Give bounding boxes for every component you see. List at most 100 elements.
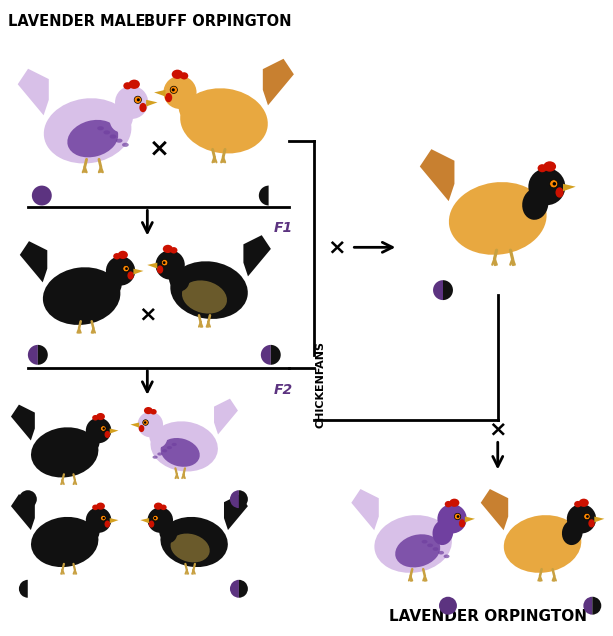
- Ellipse shape: [433, 520, 453, 545]
- Polygon shape: [20, 241, 47, 282]
- Circle shape: [144, 421, 147, 424]
- Ellipse shape: [375, 515, 452, 573]
- Ellipse shape: [110, 104, 133, 132]
- Ellipse shape: [459, 519, 465, 527]
- Ellipse shape: [427, 544, 433, 547]
- Circle shape: [156, 251, 185, 280]
- Ellipse shape: [150, 421, 218, 471]
- Circle shape: [101, 515, 106, 521]
- Ellipse shape: [422, 540, 427, 544]
- Ellipse shape: [122, 142, 129, 147]
- Wedge shape: [230, 490, 239, 508]
- Ellipse shape: [104, 130, 110, 134]
- Circle shape: [123, 265, 129, 272]
- Circle shape: [528, 168, 565, 205]
- Wedge shape: [268, 186, 279, 205]
- Polygon shape: [263, 59, 294, 106]
- Ellipse shape: [180, 88, 268, 153]
- Circle shape: [552, 182, 556, 186]
- Wedge shape: [259, 186, 268, 205]
- Ellipse shape: [43, 267, 120, 325]
- Polygon shape: [18, 69, 49, 115]
- Ellipse shape: [105, 431, 110, 438]
- Ellipse shape: [149, 520, 154, 528]
- Ellipse shape: [169, 266, 189, 291]
- Wedge shape: [239, 580, 248, 598]
- Text: LAVENDER ORPINGTON: LAVENDER ORPINGTON: [389, 609, 587, 624]
- Ellipse shape: [172, 443, 177, 446]
- Ellipse shape: [170, 247, 177, 254]
- Polygon shape: [351, 489, 379, 530]
- Ellipse shape: [118, 251, 128, 259]
- Wedge shape: [38, 345, 48, 365]
- Text: CHICKENFANS: CHICKENFANS: [316, 341, 326, 428]
- Circle shape: [101, 425, 106, 431]
- Ellipse shape: [167, 446, 172, 449]
- Ellipse shape: [449, 182, 547, 255]
- Ellipse shape: [433, 547, 438, 551]
- Ellipse shape: [139, 425, 144, 432]
- Ellipse shape: [31, 517, 99, 567]
- Ellipse shape: [92, 504, 99, 510]
- Ellipse shape: [444, 555, 449, 558]
- Ellipse shape: [170, 261, 248, 319]
- Circle shape: [32, 186, 51, 205]
- Polygon shape: [243, 235, 271, 277]
- Ellipse shape: [522, 188, 549, 220]
- Circle shape: [153, 515, 158, 521]
- Ellipse shape: [150, 409, 157, 415]
- Circle shape: [454, 513, 461, 520]
- Ellipse shape: [105, 520, 110, 528]
- Ellipse shape: [504, 515, 581, 573]
- Ellipse shape: [178, 93, 202, 122]
- Circle shape: [161, 259, 168, 266]
- Circle shape: [438, 504, 466, 534]
- Circle shape: [86, 418, 112, 443]
- Ellipse shape: [165, 93, 172, 102]
- Ellipse shape: [82, 521, 100, 543]
- Circle shape: [439, 597, 457, 614]
- Polygon shape: [146, 100, 158, 106]
- Wedge shape: [28, 345, 38, 365]
- Ellipse shape: [129, 80, 140, 89]
- Polygon shape: [154, 90, 166, 97]
- Ellipse shape: [44, 98, 131, 163]
- Ellipse shape: [128, 272, 134, 280]
- Polygon shape: [481, 489, 508, 530]
- Text: ×: ×: [489, 420, 507, 439]
- Ellipse shape: [97, 126, 104, 130]
- Circle shape: [115, 86, 148, 119]
- Ellipse shape: [159, 521, 177, 543]
- Text: LAVENDER MALE: LAVENDER MALE: [8, 15, 145, 29]
- Ellipse shape: [101, 272, 122, 297]
- Text: ×: ×: [149, 137, 170, 161]
- Polygon shape: [131, 422, 139, 427]
- Ellipse shape: [444, 501, 452, 508]
- Polygon shape: [224, 494, 248, 530]
- Text: ×: ×: [138, 304, 157, 324]
- Ellipse shape: [157, 265, 163, 273]
- Ellipse shape: [82, 432, 100, 453]
- Circle shape: [86, 508, 112, 533]
- Ellipse shape: [579, 499, 589, 507]
- Ellipse shape: [543, 162, 556, 172]
- Circle shape: [567, 504, 596, 534]
- Polygon shape: [11, 494, 35, 530]
- Ellipse shape: [116, 139, 123, 142]
- Circle shape: [148, 508, 173, 533]
- Polygon shape: [11, 404, 35, 441]
- Wedge shape: [230, 580, 239, 598]
- Polygon shape: [563, 184, 576, 191]
- Polygon shape: [140, 518, 149, 523]
- Ellipse shape: [110, 134, 116, 139]
- Ellipse shape: [182, 280, 227, 314]
- Ellipse shape: [163, 245, 173, 253]
- Wedge shape: [584, 597, 592, 614]
- Wedge shape: [271, 345, 281, 365]
- Ellipse shape: [555, 187, 563, 198]
- Ellipse shape: [113, 253, 121, 259]
- Ellipse shape: [180, 73, 188, 80]
- Ellipse shape: [96, 413, 105, 420]
- Ellipse shape: [161, 438, 200, 467]
- Polygon shape: [214, 399, 238, 434]
